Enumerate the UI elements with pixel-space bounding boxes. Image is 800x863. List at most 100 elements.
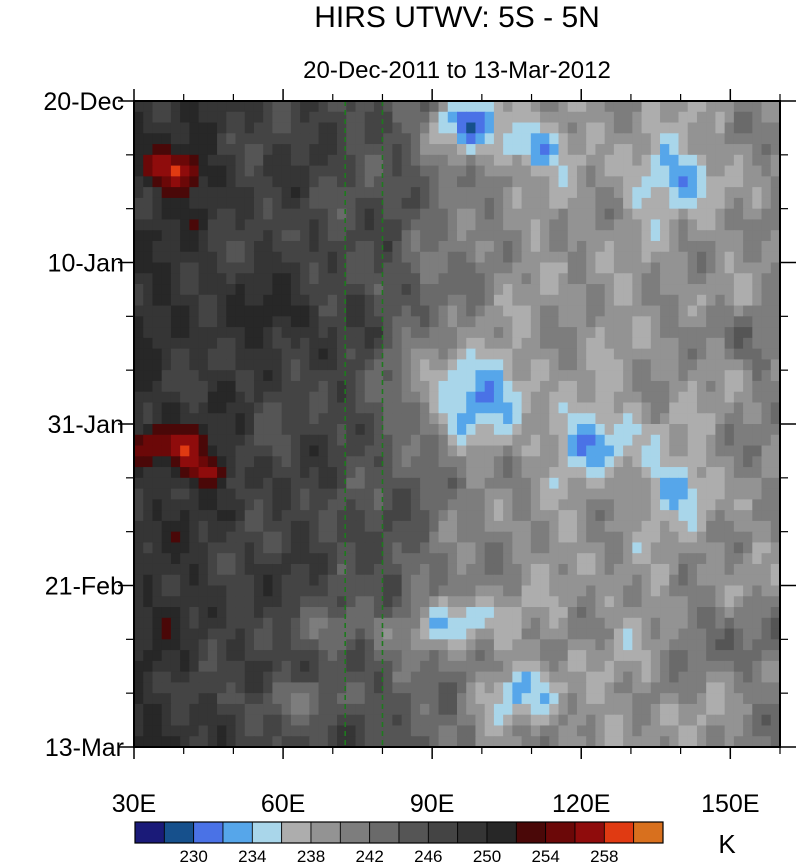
- field-cell: [346, 230, 357, 242]
- field-cell: [429, 456, 440, 468]
- field-cell: [650, 520, 661, 533]
- field-cell: [761, 660, 772, 673]
- field-cell: [337, 197, 347, 210]
- field-cell: [318, 208, 329, 221]
- field-cell: [420, 197, 430, 210]
- field-cell: [484, 133, 495, 145]
- field-cell: [687, 327, 698, 339]
- field-cell: [660, 693, 670, 705]
- field-cell: [207, 284, 218, 296]
- field-cell: [604, 413, 615, 425]
- field-cell: [521, 445, 532, 457]
- field-cell: [180, 359, 190, 371]
- field-cell: [180, 219, 190, 231]
- field-cell: [549, 510, 560, 522]
- field-cell: [438, 703, 449, 716]
- field-cell: [733, 402, 744, 414]
- field-cell: [447, 467, 458, 479]
- field-cell: [650, 144, 661, 156]
- field-cell: [401, 111, 412, 124]
- field-cell: [327, 337, 338, 350]
- field-cell: [309, 510, 320, 522]
- field-cell: [337, 650, 347, 662]
- field-cell: [595, 348, 606, 360]
- field-cell: [724, 327, 735, 339]
- field-cell: [244, 424, 255, 436]
- field-cell: [475, 294, 486, 307]
- field-cell: [613, 380, 624, 393]
- field-cell: [198, 650, 209, 662]
- field-cell: [641, 574, 652, 587]
- field-cell: [650, 337, 661, 350]
- field-cell: [226, 101, 237, 113]
- field-cell: [235, 337, 246, 350]
- field-cell: [152, 348, 163, 360]
- field-cell: [669, 596, 680, 608]
- field-cell: [521, 208, 532, 221]
- field-cell: [493, 477, 504, 490]
- field-cell: [290, 424, 301, 436]
- field-cell: [558, 101, 569, 113]
- field-cell: [530, 197, 541, 210]
- field-cell: [706, 520, 716, 533]
- field-cell: [540, 219, 550, 231]
- field-cell: [198, 456, 209, 468]
- field-cell: [715, 520, 726, 533]
- field-cell: [650, 380, 661, 393]
- field-cell: [733, 316, 744, 328]
- field-cell: [613, 154, 624, 167]
- field-cell: [383, 154, 393, 167]
- field-cell: [512, 693, 523, 705]
- field-cell: [253, 413, 264, 425]
- field-cell: [549, 370, 560, 382]
- field-cell: [327, 197, 338, 210]
- field-cell: [420, 359, 430, 371]
- field-cell: [226, 585, 237, 597]
- field-cell: [143, 628, 154, 640]
- field-cell: [429, 370, 440, 382]
- field-cell: [207, 176, 218, 188]
- field-cell: [549, 359, 560, 371]
- field-cell: [244, 219, 255, 231]
- field-cell: [300, 165, 310, 177]
- field-cell: [134, 542, 144, 554]
- field-cell: [337, 359, 347, 371]
- field-cell: [595, 208, 606, 221]
- field-cell: [466, 520, 477, 533]
- field-cell: [503, 499, 513, 511]
- field-cell: [226, 230, 237, 242]
- field-cell: [244, 154, 255, 167]
- field-cell: [743, 154, 753, 167]
- field-cell: [613, 294, 624, 307]
- field-cell: [170, 682, 181, 694]
- field-cell: [641, 251, 652, 264]
- field-cell: [309, 639, 320, 651]
- field-cell: [410, 262, 421, 274]
- field-cell: [281, 219, 292, 231]
- field-cell: [253, 316, 264, 328]
- field-cell: [401, 650, 412, 662]
- field-cell: [752, 348, 763, 360]
- field-cell: [632, 703, 643, 716]
- field-cell: [503, 617, 513, 630]
- field-cell: [549, 467, 560, 479]
- field-cell: [761, 596, 772, 608]
- field-cell: [383, 327, 393, 339]
- field-cell: [226, 607, 237, 619]
- field-cell: [576, 133, 587, 145]
- field-cell: [420, 413, 430, 425]
- field-cell: [770, 424, 780, 436]
- field-cell: [493, 133, 504, 145]
- field-cell: [180, 499, 190, 511]
- field-cell: [253, 294, 264, 307]
- field-cell: [346, 133, 357, 145]
- field-cell: [669, 197, 680, 210]
- field-cell: [586, 520, 597, 533]
- field-cell: [355, 413, 366, 425]
- field-cell: [678, 101, 689, 113]
- field-cell: [143, 262, 154, 274]
- field-cell: [318, 650, 329, 662]
- field-cell: [235, 348, 246, 360]
- field-cell: [540, 499, 550, 511]
- field-cell: [558, 607, 569, 619]
